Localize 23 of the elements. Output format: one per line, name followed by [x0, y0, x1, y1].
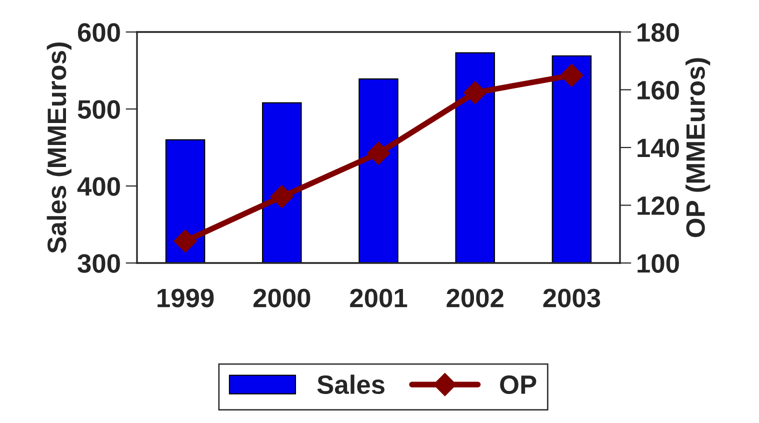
y2-tick-label: 120: [638, 196, 679, 216]
point: [174, 230, 197, 253]
x-tick-label: 2003: [543, 288, 600, 308]
y2-tick-label: 160: [638, 80, 679, 100]
x-tick-label: 2002: [446, 288, 504, 308]
y2-tick-label: 140: [638, 138, 679, 158]
x-tick-label: 2000: [253, 288, 310, 308]
legend-label: OP: [500, 375, 536, 394]
x-tick-label: 2001: [350, 288, 408, 308]
legend-label: Sales: [317, 374, 384, 394]
y-axis-title: Sales (MMEuros): [46, 42, 72, 254]
x-tick-label: 1999: [158, 288, 214, 308]
point: [560, 64, 584, 87]
point: [464, 81, 487, 104]
point: [367, 142, 390, 165]
y-tick-label: 500: [78, 100, 120, 119]
y-tick-label: 400: [77, 177, 120, 196]
point: [270, 185, 294, 208]
y2-tick-label: 100: [638, 254, 679, 273]
y2-axis-title: OP (MMEuros): [686, 58, 710, 238]
y-tick-label: 300: [78, 254, 120, 273]
y-tick-label: 600: [78, 23, 120, 42]
y2-tick-label: 180: [638, 23, 679, 42]
